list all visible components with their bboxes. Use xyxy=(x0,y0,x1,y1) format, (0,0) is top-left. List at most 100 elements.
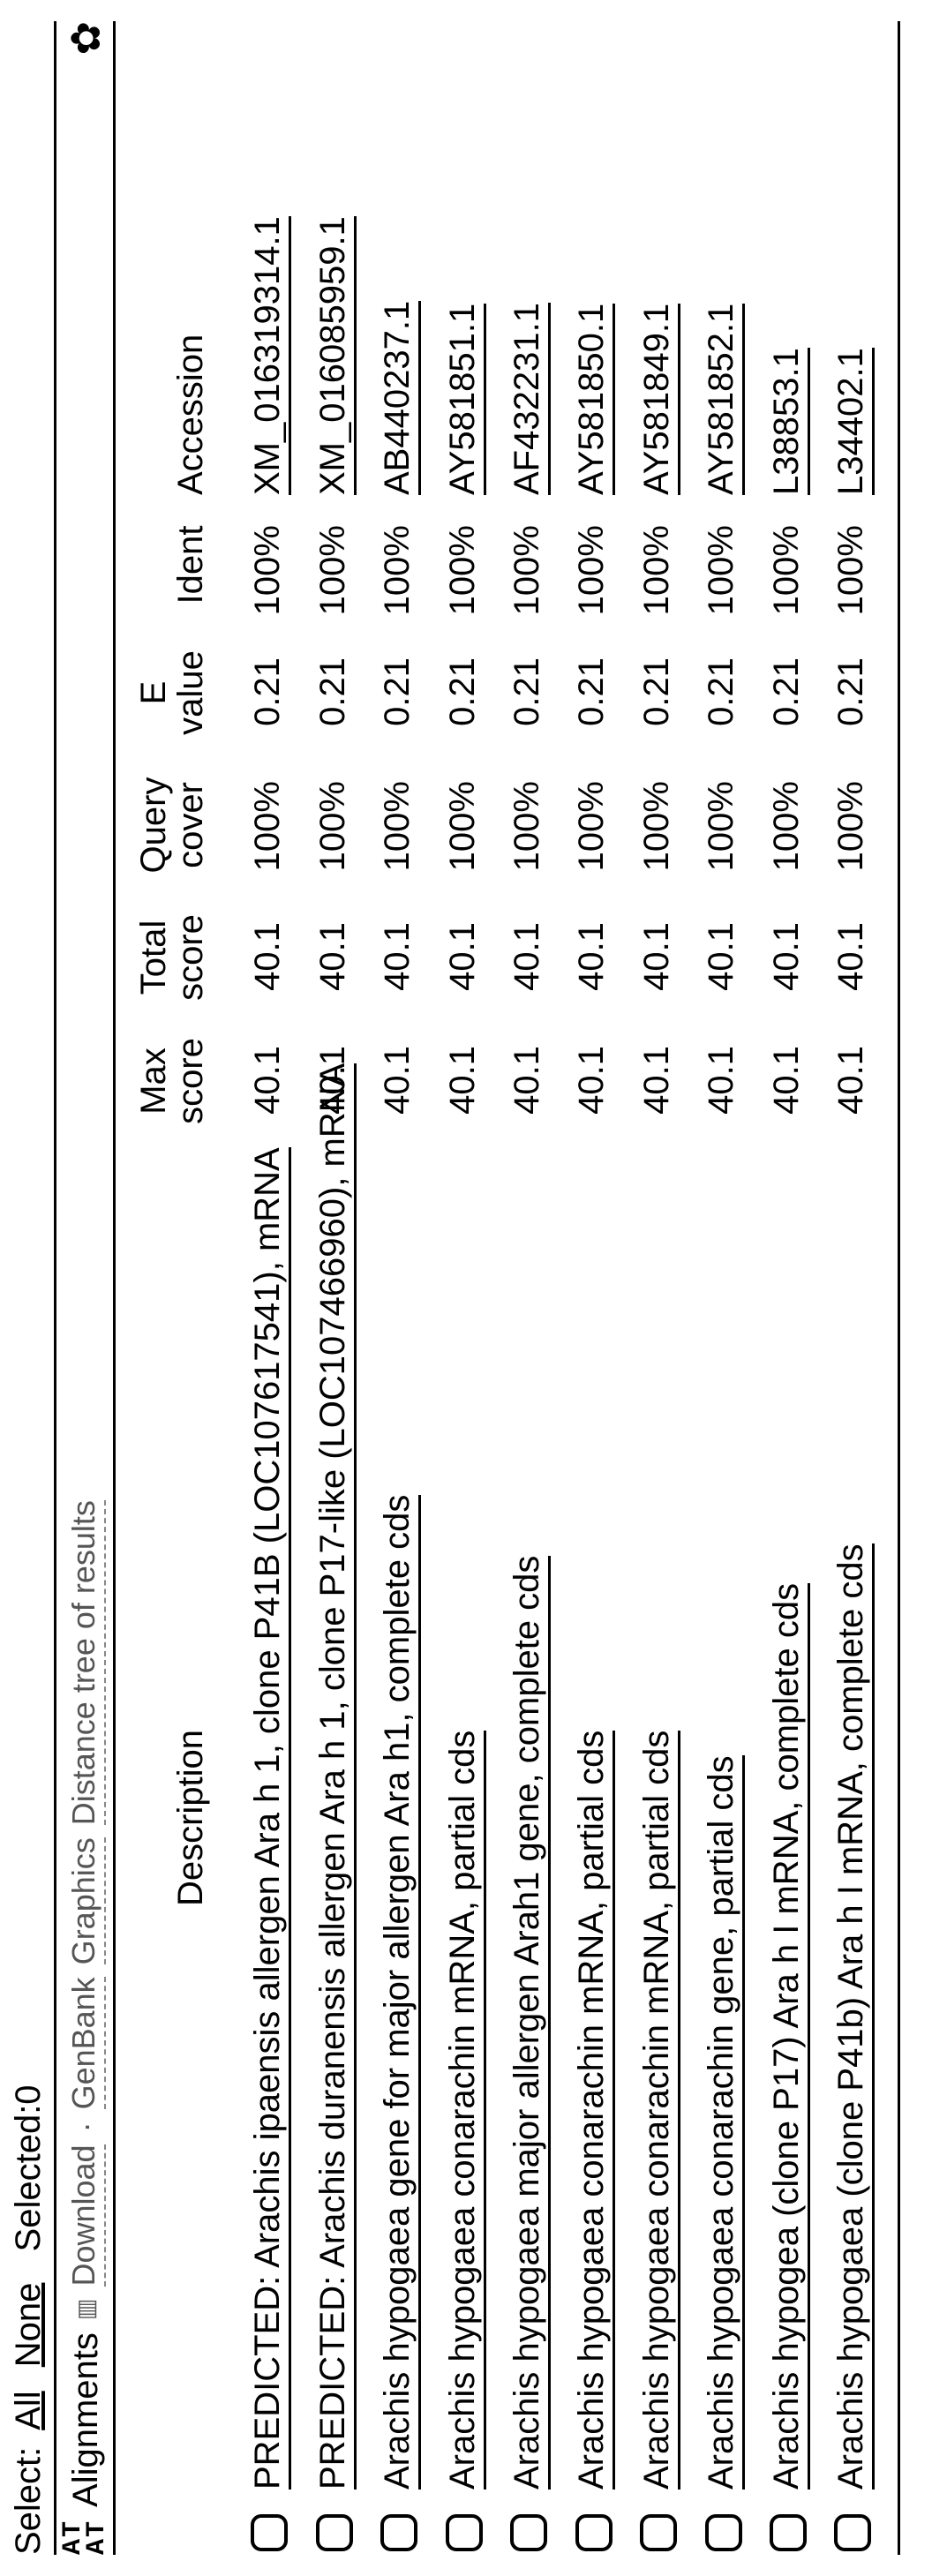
description-link[interactable]: Arachis hypogea (clone P17) Ara h I mRNA… xyxy=(767,1583,810,2490)
genbank-link[interactable]: GenBank xyxy=(65,1977,106,2109)
cell-max-score: 40.1 xyxy=(689,1019,754,1143)
col-total-score[interactable]: Totalscore xyxy=(116,896,236,1019)
description-link[interactable]: Arachis hypogaea conarachin gene, partia… xyxy=(702,1755,745,2490)
row-checkbox[interactable] xyxy=(834,2514,871,2551)
accession-link[interactable]: L34402.1 xyxy=(831,348,875,495)
cell-query-cover: 100% xyxy=(755,755,819,896)
select-none-link[interactable]: None xyxy=(9,2283,48,2368)
cell-e-value: 0.21 xyxy=(365,631,430,755)
col-query-cover[interactable]: Querycover xyxy=(116,755,236,896)
select-all-link[interactable]: All xyxy=(9,2391,48,2430)
description-link[interactable]: Arachis hypogaea gene for major allergen… xyxy=(378,1495,421,2490)
accession-link[interactable]: AB440237.1 xyxy=(378,301,421,495)
graphics-link[interactable]: Graphics xyxy=(65,1837,106,1964)
accession-link[interactable]: AY581849.1 xyxy=(637,304,680,495)
cell-max-score: 40.1 xyxy=(625,1019,689,1143)
col-max-score[interactable]: Maxscore xyxy=(116,1019,236,1143)
description-link[interactable]: Arachis hypogaea major allergen Arah1 ge… xyxy=(507,1556,551,2490)
cell-e-value: 0.21 xyxy=(819,631,883,755)
cell-total-score: 40.1 xyxy=(495,896,560,1019)
cell-e-value: 0.21 xyxy=(560,631,624,755)
accession-link[interactable]: L38853.1 xyxy=(767,348,810,495)
bottom-rule xyxy=(898,21,900,2555)
cell-max-score: 40.1 xyxy=(755,1019,819,1143)
cell-ident: 100% xyxy=(430,499,494,631)
selected-label: Selected: xyxy=(9,2105,48,2252)
table-row: PREDICTED: Arachis ipaensis allergen Ara… xyxy=(236,21,300,2555)
row-checkbox[interactable] xyxy=(640,2514,677,2551)
row-checkbox[interactable] xyxy=(510,2514,547,2551)
col-e-value[interactable]: Evalue xyxy=(116,631,236,755)
row-checkbox[interactable] xyxy=(770,2514,807,2551)
col-accession[interactable]: Accession xyxy=(116,21,236,499)
description-link[interactable]: PREDICTED: Arachis ipaensis allergen Ara… xyxy=(248,1147,291,2490)
row-checkbox[interactable] xyxy=(446,2514,483,2551)
gear-icon[interactable]: ✿ xyxy=(65,21,106,56)
table-header-row: Description Maxscore Totalscore Querycov… xyxy=(116,21,236,2555)
results-table: Description Maxscore Totalscore Querycov… xyxy=(116,21,883,2555)
cell-e-value: 0.21 xyxy=(689,631,754,755)
distance-tree-link[interactable]: Distance tree of results xyxy=(65,1500,106,1825)
cell-query-cover: 100% xyxy=(560,755,624,896)
download-link[interactable]: Download xyxy=(65,2144,106,2286)
row-checkbox[interactable] xyxy=(575,2514,613,2551)
cell-total-score: 40.1 xyxy=(236,896,300,1019)
selected-count: 0 xyxy=(9,2084,48,2104)
alignments-icon: ATAT xyxy=(62,2520,109,2555)
row-checkbox[interactable] xyxy=(705,2514,742,2551)
toolbar-sep: · xyxy=(67,2122,104,2132)
cell-query-cover: 100% xyxy=(365,755,430,896)
table-row: Arachis hypogaea conarachin mRNA, partia… xyxy=(560,21,624,2555)
description-link[interactable]: Arachis hypogaea conarachin mRNA, partia… xyxy=(443,1731,486,2490)
cell-e-value: 0.21 xyxy=(236,631,300,755)
description-link[interactable]: Arachis hypogaea conarachin mRNA, partia… xyxy=(572,1731,615,2490)
cell-query-cover: 100% xyxy=(300,755,365,896)
alignments-label[interactable]: Alignments xyxy=(66,2332,106,2507)
row-checkbox[interactable] xyxy=(316,2514,353,2551)
cell-e-value: 0.21 xyxy=(495,631,560,755)
cell-max-score: 40.1 xyxy=(560,1019,624,1143)
description-link[interactable]: Arachis hypogaea (clone P41b) Ara h I mR… xyxy=(831,1543,875,2490)
cell-total-score: 40.1 xyxy=(819,896,883,1019)
col-description[interactable]: Description xyxy=(116,1143,236,2493)
cell-max-score: 40.1 xyxy=(236,1019,300,1143)
accession-link[interactable]: AY581851.1 xyxy=(443,304,486,495)
accession-link[interactable]: AY581852.1 xyxy=(702,304,745,495)
select-row: Select: All None Selected:0 xyxy=(9,21,49,2555)
row-checkbox[interactable] xyxy=(380,2514,417,2551)
cell-ident: 100% xyxy=(560,499,624,631)
description-link[interactable]: PREDICTED: Arachis duranensis allergen A… xyxy=(313,1063,357,2490)
cell-query-cover: 100% xyxy=(430,755,494,896)
table-row: Arachis hypogaea (clone P41b) Ara h I mR… xyxy=(819,21,883,2555)
accession-link[interactable]: XM_016319314.1 xyxy=(248,216,291,495)
accession-link[interactable]: AY581850.1 xyxy=(572,304,615,495)
cell-ident: 100% xyxy=(236,499,300,631)
cell-max-score: 40.1 xyxy=(365,1019,430,1143)
col-ident[interactable]: Ident xyxy=(116,499,236,631)
description-link[interactable]: Arachis hypogaea conarachin mRNA, partia… xyxy=(637,1731,680,2490)
accession-link[interactable]: XM_016085959.1 xyxy=(313,216,357,495)
cell-ident: 100% xyxy=(625,499,689,631)
select-label: Select: xyxy=(9,2447,48,2555)
cell-ident: 100% xyxy=(365,499,430,631)
accession-link[interactable]: AF432231.1 xyxy=(507,303,551,495)
cell-e-value: 0.21 xyxy=(430,631,494,755)
download-icon: ▥ xyxy=(72,2299,100,2321)
toolbar: ATAT Alignments ▥ Download · GenBank Gra… xyxy=(54,21,116,2555)
results-panel: Select: All None Selected:0 ATAT Alignme… xyxy=(0,0,947,2576)
cell-e-value: 0.21 xyxy=(755,631,819,755)
cell-query-cover: 100% xyxy=(625,755,689,896)
table-row: PREDICTED: Arachis duranensis allergen A… xyxy=(300,21,365,2555)
row-checkbox[interactable] xyxy=(251,2514,288,2551)
cell-total-score: 40.1 xyxy=(689,896,754,1019)
cell-total-score: 40.1 xyxy=(300,896,365,1019)
cell-total-score: 40.1 xyxy=(560,896,624,1019)
cell-max-score: 40.1 xyxy=(819,1019,883,1143)
cell-ident: 100% xyxy=(689,499,754,631)
cell-ident: 100% xyxy=(755,499,819,631)
table-row: Arachis hypogaea conarachin mRNA, partia… xyxy=(625,21,689,2555)
table-row: Arachis hypogaea conarachin mRNA, partia… xyxy=(430,21,494,2555)
cell-ident: 100% xyxy=(819,499,883,631)
table-row: Arachis hypogaea gene for major allergen… xyxy=(365,21,430,2555)
cell-total-score: 40.1 xyxy=(625,896,689,1019)
